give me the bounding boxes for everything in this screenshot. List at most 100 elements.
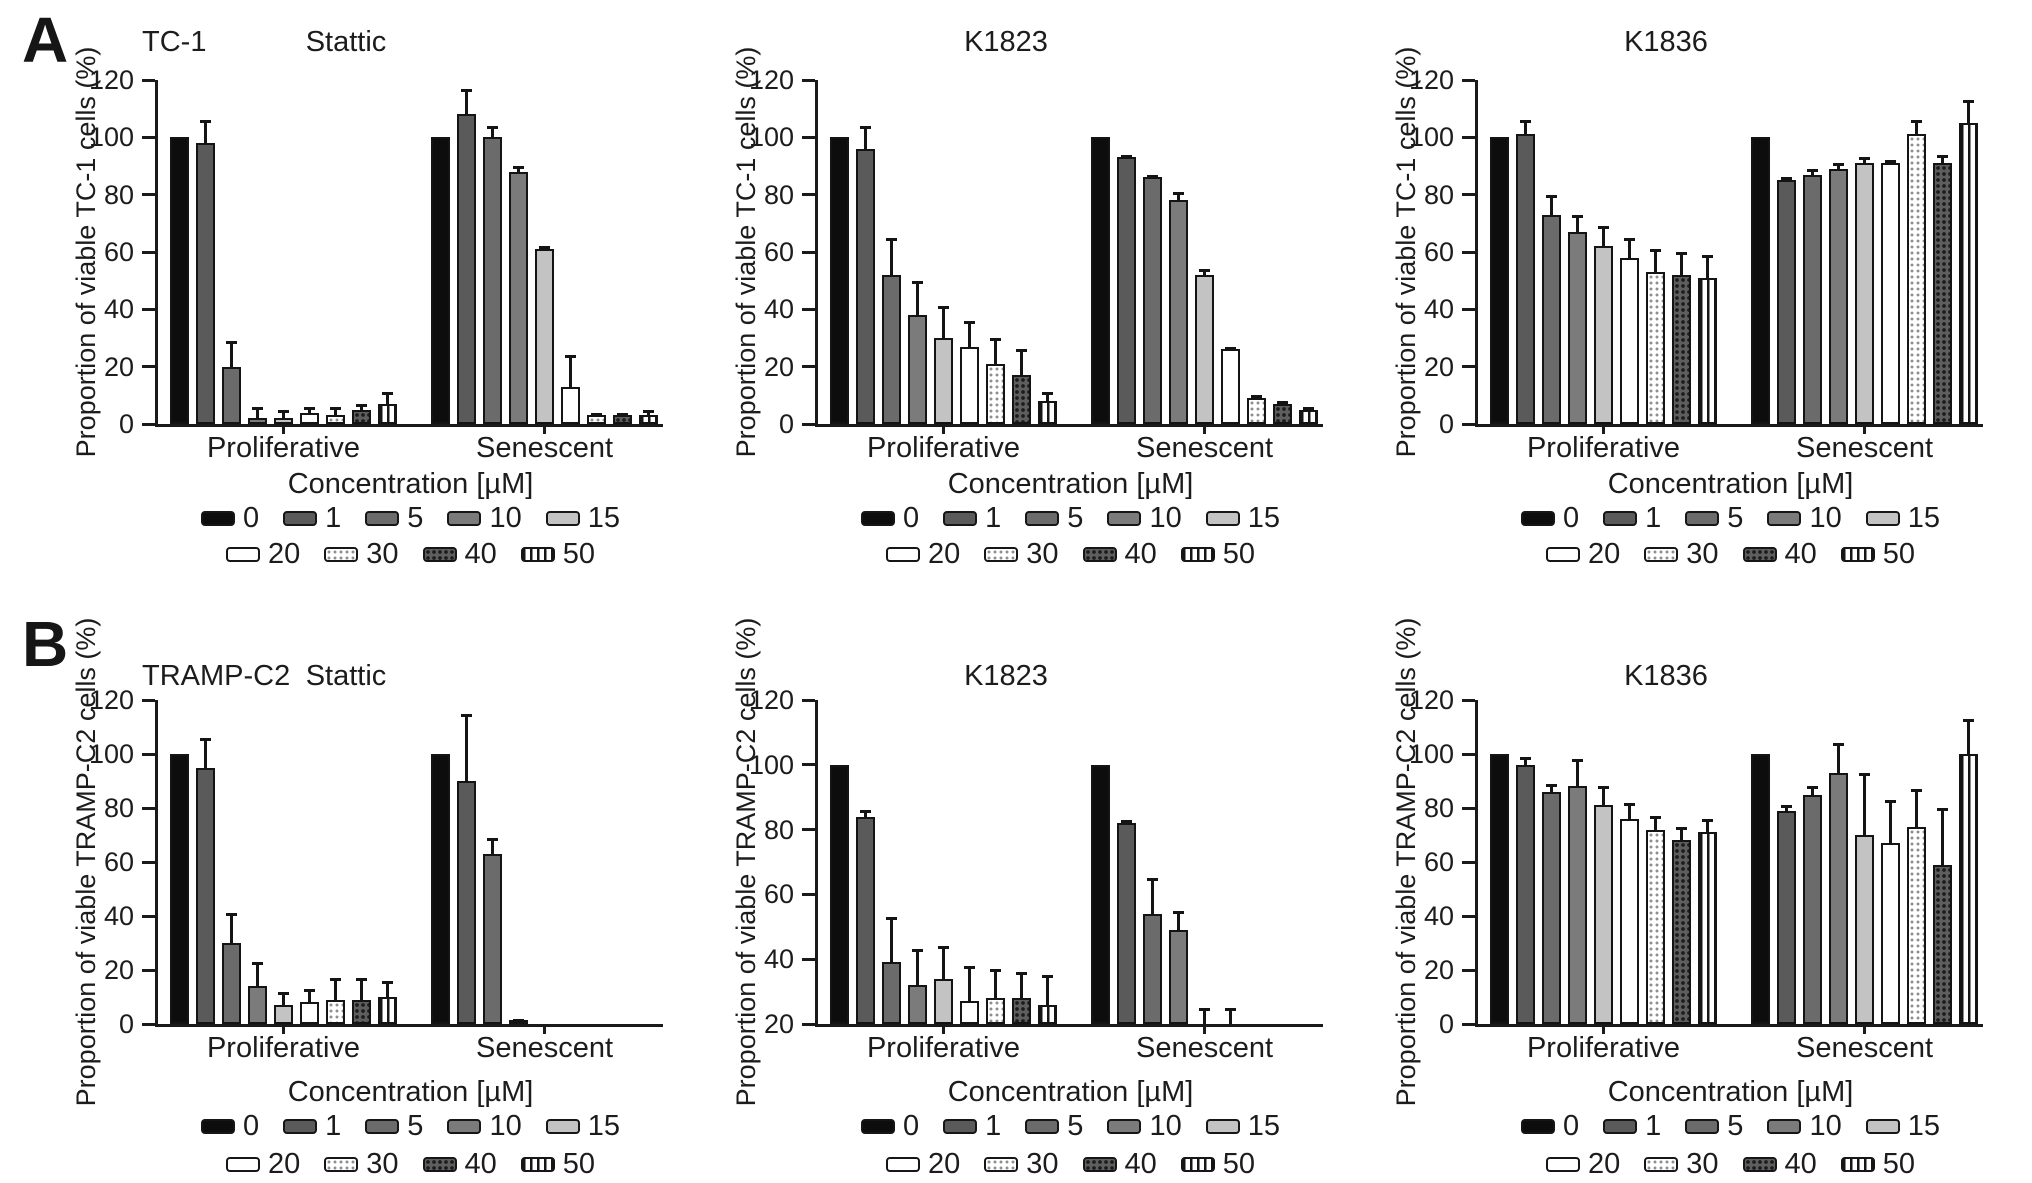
bar-proliferative-20um (960, 1001, 979, 1024)
plot-area: 0 20 40 60 80 100 120 (89, 65, 663, 439)
legend-swatch-10um (1107, 1119, 1142, 1134)
plot-area: 0 20 40 60 80 100 120 (89, 685, 663, 1039)
y-tick-label: 60 (1423, 847, 1454, 877)
legend-entry-20um: 20 (1545, 1150, 1620, 1179)
error-bar-stem (1524, 120, 1527, 135)
bar-proliferative-30um (1646, 272, 1665, 424)
x-group-label-senescent: Senescent (475, 432, 614, 464)
y-tick (802, 78, 815, 82)
plot-area: 0 20 40 60 80 100 120 (1409, 685, 1983, 1039)
legend-label-50um: 50 (1882, 538, 1916, 570)
y-axis-line (155, 700, 158, 1027)
error-bar-cap (487, 125, 498, 129)
error-bar-stem (308, 988, 311, 1003)
legend-label-20um: 20 (267, 538, 301, 570)
y-tick (802, 698, 815, 702)
legend-entry-1um: 1 (943, 504, 1001, 533)
bar-proliferative-10um (908, 985, 927, 1024)
bar-proliferative-1um (1516, 764, 1535, 1024)
panel-row-a-charts: TC-1 Stattic Proportion of viable TC-1 cel… (46, 0, 2026, 582)
legend-label-1um: 1 (1645, 1110, 1662, 1142)
y-tick (142, 968, 155, 972)
y-tick (142, 806, 155, 810)
x-axis-title: Concentration [µM] (947, 468, 1194, 500)
below-axis-area: Proliferative Senescent Concentration [µM]… (158, 424, 663, 582)
legend-swatch-20um (1545, 1157, 1580, 1172)
bar-proliferative-50um (378, 403, 397, 424)
panel-header: TRAMP-C2 Stattic (46, 592, 706, 700)
legend-swatch-20um (225, 1157, 260, 1172)
y-axis-label: Proportion of viable TRAMP-C2 cells (%) (731, 617, 761, 1107)
error-bar-stem (1837, 743, 1840, 773)
error-bar-cap (912, 280, 923, 284)
y-tick-label: 60 (1423, 237, 1454, 267)
legend-row-1: 0 1 5 10 15 (1478, 1112, 1983, 1141)
bar-senescent-0um (431, 754, 450, 1024)
x-group-label-proliferative: Proliferative (206, 1032, 361, 1064)
error-bar-cap (964, 320, 975, 324)
legend-swatch-30um (324, 547, 359, 562)
legend-swatch-10um (1767, 511, 1802, 526)
y-tick-label: 80 (763, 179, 794, 210)
error-bar-cap (382, 392, 393, 396)
legend-label-30um: 30 (1686, 1148, 1719, 1180)
bar-proliferative-40um (352, 999, 371, 1024)
chart-panel-b-k1823: K1823 Proportion of viable TRAMP-C2 cells… (706, 592, 1366, 1179)
chart-title: K1823 (964, 26, 1048, 58)
error-bar-stem (1602, 786, 1605, 806)
y-tick (142, 193, 155, 197)
y-tick-label: 20 (763, 1009, 794, 1039)
legend-entry-15um: 15 (1865, 504, 1940, 533)
legend-swatch-0um (861, 1119, 896, 1134)
error-bar-cap (252, 406, 263, 410)
error-bar-cap (964, 965, 975, 969)
chart-title: Stattic (305, 660, 387, 692)
error-bar-stem (916, 280, 919, 316)
legend-label-1um: 1 (325, 1110, 342, 1142)
error-bar-stem (864, 810, 867, 817)
y-tick-label: 120 (748, 685, 794, 715)
legend-swatch-0um (1521, 511, 1556, 526)
bar-proliferative-50um (378, 997, 397, 1024)
error-bar-cap (1911, 120, 1922, 124)
y-axis-line (815, 80, 818, 427)
error-bar-stem (1550, 194, 1553, 215)
bar-senescent-50um (1959, 123, 1978, 424)
bar-proliferative-0um (830, 137, 849, 424)
legend-entry-1um: 1 (1603, 504, 1661, 533)
error-bar-cap (1251, 395, 1262, 399)
error-bar-stem (1203, 1007, 1206, 1024)
bar-proliferative-40um (1672, 274, 1691, 424)
error-bar-stem (230, 913, 233, 943)
legend-label-15um: 15 (1247, 1110, 1280, 1142)
y-tick-label: 80 (103, 179, 134, 210)
error-bar-cap (1885, 160, 1896, 164)
error-bar-cap (1546, 783, 1557, 787)
error-bar-stem (942, 306, 945, 338)
x-tick (942, 424, 945, 434)
bar-senescent-5um (1143, 913, 1162, 1024)
legend-entry-10um: 10 (447, 504, 522, 533)
error-bar-cap (487, 837, 498, 841)
x-axis-line (1475, 1024, 1983, 1027)
x-axis-title: Concentration [µM] (947, 1076, 1194, 1108)
panel-row-b: B TRAMP-C2 Stattic Proportion of viable TR… (0, 592, 2032, 1183)
error-bar-cap (990, 968, 1001, 972)
x-axis-line (815, 424, 1323, 427)
bar-proliferative-50um (1038, 401, 1057, 424)
error-bar-cap (330, 406, 341, 410)
y-tick (802, 828, 815, 832)
bar-proliferative-30um (986, 363, 1005, 424)
y-tick-label: 60 (763, 879, 794, 910)
error-bar-stem (1524, 756, 1527, 765)
y-tick (1462, 307, 1475, 311)
bar-senescent-10um (1169, 200, 1188, 424)
legend-label-40um: 40 (464, 1148, 497, 1180)
error-bar-cap (1833, 743, 1844, 747)
legend-swatch-10um (447, 511, 482, 526)
y-tick (142, 78, 155, 82)
legend-row-2: 20 30 40 50 (158, 540, 663, 569)
below-axis-area: Proliferative Senescent Concentration [µM]… (818, 1024, 1323, 1179)
error-bar-stem (1680, 252, 1683, 275)
y-tick-label: 120 (88, 685, 134, 715)
